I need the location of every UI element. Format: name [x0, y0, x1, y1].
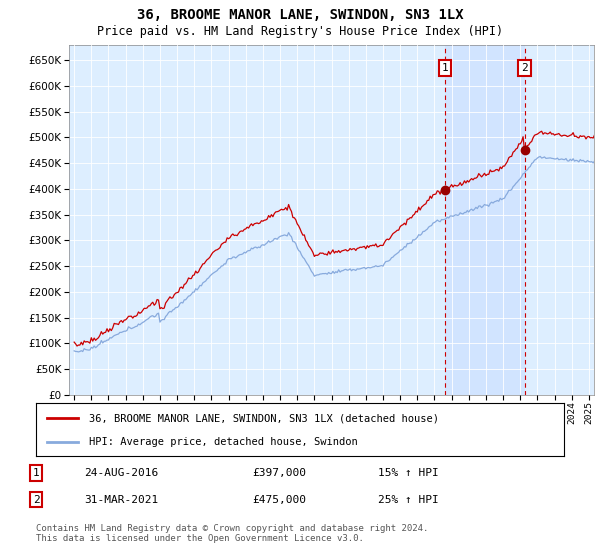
Text: 1: 1: [32, 468, 40, 478]
Text: Contains HM Land Registry data © Crown copyright and database right 2024.
This d: Contains HM Land Registry data © Crown c…: [36, 524, 428, 543]
Text: 1: 1: [442, 63, 449, 73]
Text: 36, BROOME MANOR LANE, SWINDON, SN3 1LX: 36, BROOME MANOR LANE, SWINDON, SN3 1LX: [137, 8, 463, 22]
Text: 2: 2: [521, 63, 528, 73]
Text: 15% ↑ HPI: 15% ↑ HPI: [378, 468, 439, 478]
Text: 31-MAR-2021: 31-MAR-2021: [84, 494, 158, 505]
Text: HPI: Average price, detached house, Swindon: HPI: Average price, detached house, Swin…: [89, 436, 358, 446]
Text: 36, BROOME MANOR LANE, SWINDON, SN3 1LX (detached house): 36, BROOME MANOR LANE, SWINDON, SN3 1LX …: [89, 413, 439, 423]
Bar: [445, 45, 524, 395]
Text: £397,000: £397,000: [252, 468, 306, 478]
Text: Price paid vs. HM Land Registry's House Price Index (HPI): Price paid vs. HM Land Registry's House …: [97, 25, 503, 38]
Text: £475,000: £475,000: [252, 494, 306, 505]
Text: 2: 2: [32, 494, 40, 505]
Text: 24-AUG-2016: 24-AUG-2016: [84, 468, 158, 478]
Text: 25% ↑ HPI: 25% ↑ HPI: [378, 494, 439, 505]
